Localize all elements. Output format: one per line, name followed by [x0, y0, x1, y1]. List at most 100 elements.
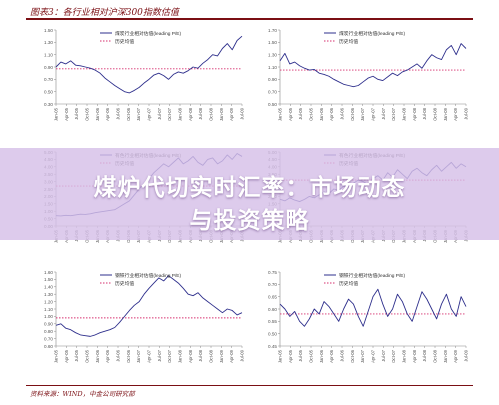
- x-tick-label: Jul-05: [74, 107, 79, 119]
- x-tick-label: Oct-06: [350, 349, 355, 363]
- x-tick-label: Oct-07: [391, 107, 396, 121]
- x-tick-label: Apr-06: [105, 107, 110, 121]
- y-tick-label: 1.50: [44, 28, 53, 33]
- series-line: [55, 35, 243, 94]
- figure-title: 图表3：各行业相对沪深300指数估值: [30, 8, 179, 18]
- legend-label-series: 煤炭行业相对估值(leading P/E): [339, 30, 406, 37]
- chart-coal-left: 0.30 0.50 0.70 0.90 1.10 1.30 1.50 Jan-05 Apr-05…: [44, 28, 245, 121]
- x-tick-label: Jan-08: [178, 107, 183, 121]
- x-tick-label: Jul-08: [198, 107, 203, 119]
- x-tick-label: Jan-09: [443, 349, 448, 363]
- x-tick-label: Apr-07: [147, 349, 152, 363]
- x-tick-label: Jul-06: [340, 107, 345, 119]
- x-tick-label: Jul-09: [464, 349, 469, 361]
- x-tick-label: Jan-07: [360, 349, 365, 363]
- x-tick-label: Oct-06: [350, 107, 355, 121]
- y-tick-label: 1.20: [44, 299, 53, 304]
- x-tick-label: Jan-05: [54, 349, 59, 363]
- chart-coal-right: 0.50 0.70 0.90 1.10 1.30 1.50 1.70 Jan-05 Apr-05…: [268, 28, 469, 121]
- y-tick-label: 1.00: [44, 314, 53, 319]
- legend-label-series: 煤炭行业相对估值(leading P/E): [115, 30, 182, 37]
- x-tick-label: Apr-09: [453, 107, 458, 121]
- y-tick-label: 1.70: [268, 28, 277, 33]
- chart-steel-left: 0.60 0.70 0.80 0.90 1.00 1.10 1.20 1.30 1.40 1.50…: [44, 270, 245, 363]
- x-tick-label: Jan-06: [319, 107, 324, 121]
- x-tick-label: Jul-08: [422, 349, 427, 361]
- x-tick-label: Jul-09: [240, 107, 245, 119]
- y-tick-label: 0.50: [268, 331, 277, 336]
- x-tick-label: Jan-05: [278, 349, 283, 363]
- x-tick-label: Jan-08: [402, 107, 407, 121]
- x-tick-label: Apr-07: [371, 107, 376, 121]
- x-tick-label: Jul-08: [422, 107, 427, 119]
- x-tick-label: Oct-07: [391, 349, 396, 363]
- x-tick-label: Jan-07: [360, 107, 365, 121]
- x-tick-label: Jul-07: [381, 107, 386, 119]
- y-tick-label: 1.10: [44, 52, 53, 57]
- legend-label-mean: 历史均值: [115, 280, 134, 287]
- series-line: [279, 43, 467, 88]
- y-tick-label: 0.45: [268, 344, 277, 349]
- y-tick-label: 1.60: [44, 270, 53, 275]
- y-tick-label: 0.70: [44, 77, 53, 82]
- x-tick-label: Oct-05: [309, 349, 314, 363]
- x-tick-label: Oct-08: [209, 107, 214, 121]
- y-tick-label: 1.30: [44, 40, 53, 45]
- x-tick-label: Jan-09: [219, 107, 224, 121]
- x-tick-label: Apr-07: [147, 107, 152, 121]
- series-line: [55, 275, 243, 337]
- legend-label-series: 钢铁行业相对估值(leading P/E): [115, 272, 182, 279]
- x-tick-label: Jan-09: [219, 349, 224, 363]
- y-tick-label: 1.10: [44, 307, 53, 312]
- x-tick-label: Apr-06: [105, 349, 110, 363]
- x-tick-label: Apr-05: [288, 107, 293, 121]
- y-tick-label: 0.70: [44, 336, 53, 341]
- x-tick-label: Oct-06: [126, 349, 131, 363]
- y-tick-label: 0.70: [268, 282, 277, 287]
- x-tick-label: Jan-05: [54, 107, 59, 121]
- y-tick-label: 1.30: [268, 52, 277, 57]
- legend-label-series: 钢铁行业相对估值(leading P/E): [339, 272, 406, 279]
- x-tick-label: Oct-05: [309, 107, 314, 121]
- y-tick-label: 0.50: [44, 89, 53, 94]
- x-tick-label: Apr-08: [412, 349, 417, 363]
- y-tick-label: 1.50: [44, 277, 53, 282]
- x-tick-label: Jul-05: [74, 349, 79, 361]
- x-tick-label: Jul-07: [157, 107, 162, 119]
- x-tick-label: Apr-08: [188, 349, 193, 363]
- y-tick-label: 1.30: [44, 292, 53, 297]
- x-tick-label: Apr-09: [229, 349, 234, 363]
- overlay-band: [0, 148, 499, 240]
- x-tick-label: Apr-05: [64, 107, 69, 121]
- x-tick-label: Oct-05: [85, 107, 90, 121]
- x-tick-label: Jul-06: [116, 349, 121, 361]
- x-tick-label: Jan-08: [402, 349, 407, 363]
- y-tick-label: 0.50: [268, 102, 277, 107]
- x-tick-label: Jul-05: [298, 107, 303, 119]
- x-tick-label: Jan-06: [95, 107, 100, 121]
- x-tick-label: Jul-06: [116, 107, 121, 119]
- chart-steel-right: 0.45 0.50 0.55 0.60 0.65 0.70 0.75 Jan-05 Apr-05…: [268, 270, 469, 363]
- x-tick-label: Oct-07: [167, 349, 172, 363]
- x-tick-label: Jan-06: [319, 349, 324, 363]
- x-tick-label: Oct-08: [209, 349, 214, 363]
- x-tick-label: Apr-06: [329, 349, 334, 363]
- x-tick-label: Oct-05: [85, 349, 90, 363]
- x-tick-label: Oct-08: [433, 349, 438, 363]
- x-tick-label: Jan-06: [95, 349, 100, 363]
- y-tick-label: 0.60: [44, 344, 53, 349]
- x-tick-label: Apr-06: [329, 107, 334, 121]
- x-tick-label: Jul-07: [381, 349, 386, 361]
- y-tick-label: 0.90: [268, 77, 277, 82]
- x-tick-label: Apr-05: [64, 349, 69, 363]
- legend-label-mean: 历史均值: [339, 38, 358, 45]
- x-tick-label: Oct-07: [167, 107, 172, 121]
- y-tick-label: 1.10: [268, 65, 277, 70]
- x-tick-label: Jul-09: [464, 107, 469, 119]
- y-tick-label: 0.80: [44, 329, 53, 334]
- x-tick-label: Jul-09: [240, 349, 245, 361]
- x-tick-label: Jul-07: [157, 349, 162, 361]
- x-tick-label: Apr-07: [371, 349, 376, 363]
- bottom-rule: [26, 385, 473, 386]
